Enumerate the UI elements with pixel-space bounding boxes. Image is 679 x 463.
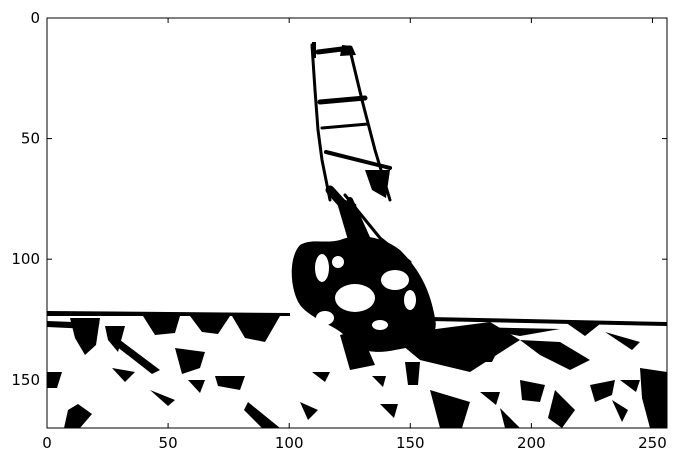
x-tick-label: 250	[638, 434, 667, 452]
water-noise	[47, 316, 667, 428]
y-tick-label: 100	[11, 250, 40, 268]
plot-frame	[46, 17, 668, 429]
x-tick-label: 200	[517, 434, 546, 452]
sail-dark-areas	[312, 42, 390, 240]
x-tick-label: 100	[275, 434, 304, 452]
x-axis: 0 50 100 150 200 250	[42, 18, 667, 452]
y-tick-label: 150	[11, 371, 40, 389]
image-area	[47, 18, 667, 428]
y-axis: 0 50 100 150	[11, 9, 667, 389]
windsurfer-highlights	[315, 254, 416, 330]
y-tick-label: 50	[21, 130, 40, 148]
x-tick-label: 0	[42, 434, 52, 452]
x-tick-label: 150	[396, 434, 425, 452]
x-tick-label: 50	[159, 434, 178, 452]
y-tick-label: 0	[30, 9, 40, 27]
